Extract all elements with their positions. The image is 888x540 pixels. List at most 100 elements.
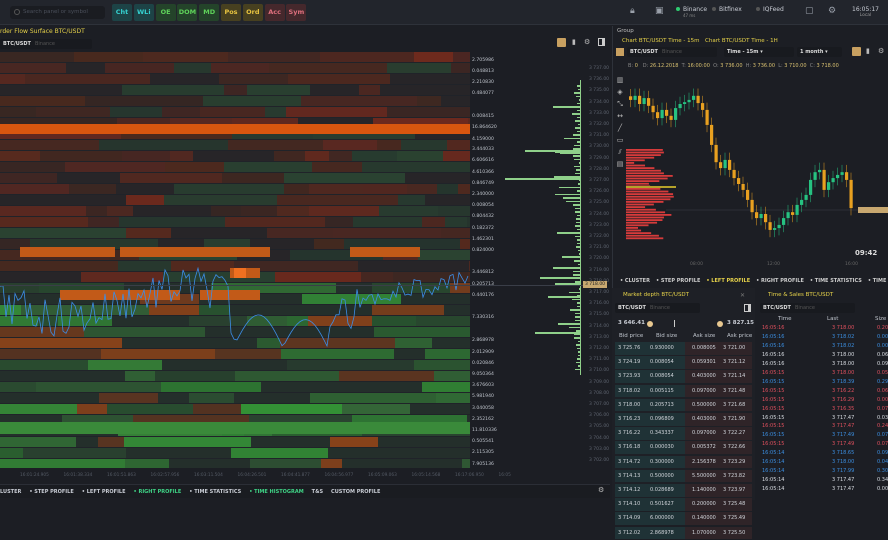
mouse-icon[interactable]: ▮ — [866, 47, 870, 55]
toolbar-button-sym[interactable]: Sym — [286, 4, 307, 21]
depth-row[interactable]: 3 714.72 0.300000 2.156378 3 723.29 — [615, 455, 752, 470]
depth-cell: 0.500000 — [692, 401, 716, 408]
col-time[interactable]: Time — [778, 316, 792, 322]
tab-0[interactable]: LUSTER — [0, 489, 22, 495]
depth-row[interactable]: 3 716.18 0.000030 0.005372 3 722.66 — [615, 441, 752, 455]
chart-tab-5[interactable]: • TIME HIST — [867, 278, 888, 284]
panel-layout-icon[interactable] — [598, 38, 605, 46]
col-bid-price[interactable]: Bid price — [619, 333, 644, 339]
connection-iqfeed[interactable]: IQFeed — [756, 6, 784, 13]
depth-row[interactable]: 3 724.19 0.008054 0.059301 3 721.12 — [615, 356, 752, 370]
depth-row[interactable]: 3 716.23 0.096809 0.403000 3 721.90 — [615, 413, 752, 427]
ts-symbol-selector[interactable]: BTC/USDT Binance — [760, 303, 855, 313]
depth-row[interactable]: 3 723.93 0.008054 0.403000 3 721.14 — [615, 370, 752, 384]
close-icon[interactable]: ✕ — [740, 292, 746, 299]
md-symbol-selector[interactable]: BTC/USDT Binance — [615, 303, 700, 313]
candle — [786, 212, 790, 219]
depth-row[interactable]: 3 714.09 6.000000 0.140000 3 725.49 — [615, 512, 752, 526]
heatmap-cell — [393, 349, 425, 359]
order-flow-heatmap[interactable] — [0, 52, 470, 468]
chart-tab-1[interactable]: • STEP PROFILE — [655, 278, 701, 284]
slider-handle-right[interactable] — [717, 321, 723, 327]
col-last[interactable]: Last — [827, 316, 839, 322]
toolbar-button-cht[interactable]: Cht — [112, 4, 132, 21]
chart-symbol-selector[interactable]: BTC/USDT Binance — [627, 47, 717, 57]
rectangle-icon[interactable]: ▭ — [616, 136, 624, 144]
tab-chart-1h[interactable]: Chart BTC/USDT Time - 1H — [705, 38, 778, 44]
candle — [768, 222, 772, 230]
depth-row[interactable]: 3 716.22 0.343337 0.097000 3 722.27 — [615, 427, 752, 441]
gear-icon[interactable]: ⚙ — [584, 38, 591, 46]
toolbar-button-acc[interactable]: Acc — [264, 4, 285, 21]
gear-icon[interactable]: ⚙ — [878, 47, 885, 55]
heatmap-cell — [234, 371, 340, 381]
horizontal-line-icon[interactable]: ↔ — [617, 112, 623, 120]
tab-5[interactable]: • TIME HISTOGRAM — [249, 489, 304, 495]
toolbar-button-ord[interactable]: Ord — [242, 4, 263, 21]
search-input[interactable]: Search panel or symbol — [10, 6, 105, 19]
trend-line-icon[interactable]: ╱ — [617, 124, 623, 132]
profile-bar — [578, 99, 580, 101]
price-label: 3 727.00 — [589, 178, 610, 183]
heatmap-cell — [263, 305, 373, 315]
price-label: 3 708.00 — [589, 390, 610, 396]
message-icon[interactable]: ▢ — [805, 6, 814, 16]
toolbar-button-pos[interactable]: Pos — [221, 4, 241, 21]
connection-binance[interactable]: Binance 47 ms — [676, 6, 707, 18]
trade-cell: 3 718.65 — [832, 450, 855, 457]
depth-row[interactable]: 3 714.12 0.028689 1.140000 3 723.97 — [615, 484, 752, 498]
candlestick-chart[interactable] — [626, 74, 888, 274]
tab-2[interactable]: • LEFT PROFILE — [81, 489, 126, 495]
slider-handle-left[interactable] — [647, 321, 653, 327]
symbol-selector[interactable]: BTC/USDT Binance — [0, 39, 92, 49]
chart-tab-4[interactable]: • TIME STATISTICS — [809, 278, 862, 284]
layers-icon[interactable]: ◈ — [617, 88, 623, 96]
depth-row[interactable]: 3 725.76 0.930000 0.008005 3 721.00 — [615, 342, 752, 356]
toolbar-button-oe[interactable]: OE — [155, 4, 176, 21]
heatmap-cell — [300, 96, 417, 106]
tab-6[interactable]: T&S — [311, 489, 324, 495]
depth-row[interactable]: 3 718.02 0.005115 0.097000 3 721.48 — [615, 384, 752, 399]
toolbar-button-md[interactable]: MD — [199, 4, 220, 21]
settings-toggle-icon[interactable] — [852, 47, 861, 56]
toolbar-button-dom[interactable]: DOM — [177, 4, 198, 21]
gear-icon[interactable]: ⚙ — [828, 6, 837, 16]
crosshair-icon[interactable]: ⤡ — [617, 100, 623, 108]
candle — [750, 199, 754, 213]
heatmap-cell — [285, 107, 387, 117]
col-bid-size[interactable]: Bid size — [656, 333, 678, 339]
ruler-icon[interactable]: ▤ — [616, 160, 624, 168]
profile-bar — [553, 106, 580, 108]
depth-row[interactable]: 3 714.10 0.501627 0.200000 3 725.48 — [615, 498, 752, 512]
chart-tab-2[interactable]: • LEFT PROFILE — [706, 278, 751, 284]
candle — [791, 212, 795, 215]
trade-cell: 0.07 — [877, 405, 888, 412]
toolbar-button-wli[interactable]: WLi — [133, 4, 154, 21]
fibonacci-icon[interactable]: ⫽ — [618, 148, 622, 156]
tab-7[interactable]: CUSTOM PROFILE — [331, 489, 381, 495]
tab-chart-15m[interactable]: Chart BTC/USDT Time - 15m — [622, 38, 700, 44]
col-ask-size[interactable]: Ask size — [693, 333, 716, 339]
depth-row[interactable]: 3 718.00 0.205713 0.500000 3 721.68 — [615, 398, 752, 413]
depth-row[interactable]: 3 714.13 0.500000 5.500000 3 723.82 — [615, 469, 752, 484]
lock-icon[interactable]: 🔒︎ — [630, 6, 635, 16]
mouse-icon[interactable]: ▮ — [572, 38, 576, 46]
panel-layout-icon[interactable] — [744, 304, 751, 312]
depth-row[interactable]: 3 712.02 2.868978 1.070000 3 725.50 — [615, 526, 752, 540]
layout-icon[interactable]: ▣ — [655, 6, 664, 16]
settings-toggle-icon[interactable] — [557, 38, 566, 47]
depth-cell: 3 722.66 — [723, 444, 746, 451]
tab-4[interactable]: • TIME STATISTICS — [189, 489, 242, 495]
connection-bitfinex[interactable]: Bitfinex — [712, 6, 742, 13]
chart-tab-0[interactable]: • CLUSTER — [620, 278, 650, 284]
chart-type-icon[interactable]: ▥ — [616, 76, 624, 84]
range-select[interactable]: 1 month ▾ — [797, 47, 842, 57]
col-size[interactable]: Size — [875, 316, 887, 322]
col-ask-price[interactable]: Ask price — [727, 333, 753, 339]
chart-tab-3[interactable]: • RIGHT PROFILE — [756, 278, 804, 284]
slider-center[interactable] — [674, 320, 675, 327]
tab-1[interactable]: • STEP PROFILE — [29, 489, 74, 495]
tab-3[interactable]: • RIGHT PROFILE — [133, 489, 182, 495]
gear-icon[interactable]: ⚙ — [598, 486, 605, 494]
timeframe-select[interactable]: Time - 15m ▾ — [724, 47, 794, 57]
